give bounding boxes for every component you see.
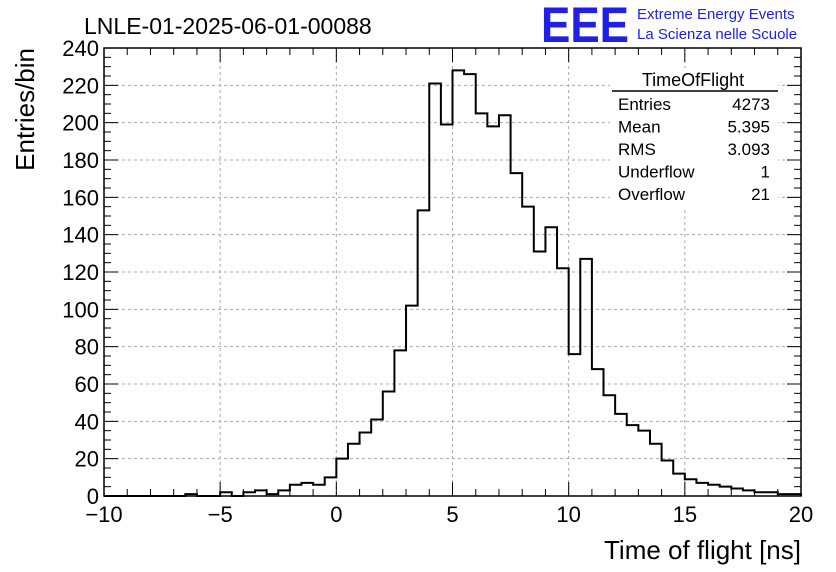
- y-tick-label: 100: [62, 297, 99, 322]
- stats-title: TimeOfFlight: [642, 70, 744, 90]
- x-tick-label: 20: [789, 502, 813, 527]
- stats-rows: Entries 4273 Mean 5.395 RMS 3.093 Underflow 1 Ov…: [618, 95, 770, 204]
- stats-row-value: 4273: [732, 95, 770, 114]
- stats-row-label: Overflow: [618, 185, 686, 204]
- y-tick-label: 180: [62, 148, 99, 173]
- y-tick-label: 80: [75, 335, 99, 360]
- stats-row-value: 3.093: [727, 140, 770, 159]
- x-tick-label: 10: [556, 502, 580, 527]
- x-tick-label: 15: [673, 502, 697, 527]
- logo: EEE Extreme Energy Events La Scienza nel…: [541, 0, 797, 53]
- y-tick-label: 60: [75, 372, 99, 397]
- histogram-line: [104, 69, 802, 497]
- y-tick-label: 200: [62, 111, 99, 136]
- x-tick-label: 5: [446, 502, 458, 527]
- axis-ticks: [103, 47, 802, 497]
- y-tick-label: 20: [75, 447, 99, 472]
- grid: [104, 48, 801, 496]
- x-tick-label: 0: [330, 502, 342, 527]
- x-tick-label: −10: [85, 502, 122, 527]
- logo-line1: Extreme Energy Events: [637, 6, 795, 23]
- stats-row-value: 21: [751, 185, 770, 204]
- y-tick-label: 160: [62, 185, 99, 210]
- y-tick-label: 0: [87, 484, 99, 509]
- stats-row-label: RMS: [618, 140, 656, 159]
- x-axis-label: Time of flight [ns]: [604, 535, 801, 565]
- stats-row-label: Entries: [618, 95, 671, 114]
- stats-row-label: Underflow: [618, 163, 695, 182]
- y-tick-label: 240: [62, 36, 99, 61]
- y-tick-label: 120: [62, 260, 99, 285]
- stats-row-label: Mean: [618, 118, 661, 137]
- tick-labels: −10 −5 0 5 10 15 20020406080100120140160180200…: [62, 36, 813, 527]
- x-tick-label: −5: [208, 502, 233, 527]
- stats-box: TimeOfFlight Entries 4273 Mean 5.395 RMS 3.09…: [610, 68, 778, 210]
- stats-row-value: 5.395: [727, 118, 770, 137]
- logo-line2: La Scienza nelle Scuole: [637, 26, 797, 43]
- y-tick-label: 40: [75, 409, 99, 434]
- run-title: LNLE-01-2025-06-01-00088: [84, 13, 372, 39]
- stats-row-value: 1: [761, 163, 770, 182]
- y-tick-label: 140: [62, 223, 99, 248]
- logo-mark: EEE: [541, 0, 629, 53]
- y-axis-label: Entries/bin: [10, 48, 40, 171]
- y-tick-label: 220: [62, 73, 99, 98]
